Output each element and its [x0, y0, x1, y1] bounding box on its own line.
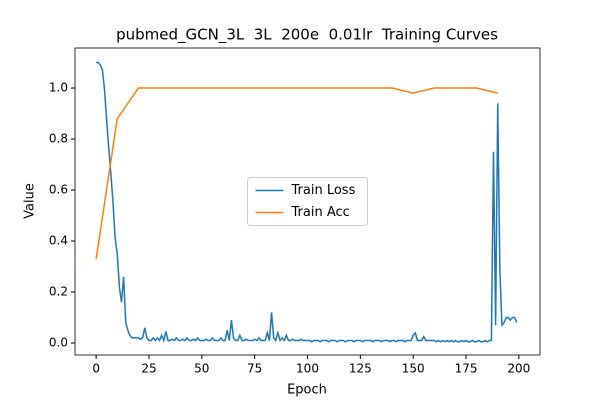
y-tick-label: 0.0	[49, 336, 68, 350]
y-tick-label: 0.6	[49, 183, 68, 197]
y-tick-label: 0.8	[49, 132, 68, 146]
legend-label: Train Acc	[291, 205, 350, 220]
axes-frame	[74, 47, 541, 356]
legend-label: Train Loss	[291, 183, 356, 198]
x-tick-label: 0	[92, 362, 100, 376]
x-tick-label: 150	[402, 362, 425, 376]
x-tick-label: 200	[507, 362, 530, 376]
x-tick-label: 75	[247, 362, 262, 376]
y-tick-label: 0.2	[49, 285, 68, 299]
legend-box	[247, 177, 368, 226]
chart-title: pubmed_GCN_3L 3L 200e 0.01lr Training Cu…	[116, 26, 498, 45]
x-tick-label: 125	[349, 362, 372, 376]
y-tick-label: 1.0	[49, 81, 68, 95]
line-series	[96, 61, 518, 343]
legend: Train Loss Train Acc	[247, 177, 368, 226]
x-tick-label: 25	[141, 362, 156, 376]
x-tick-label: 175	[455, 362, 478, 376]
y-tick-label: 0.4	[49, 234, 68, 248]
y-axis-label: Value	[23, 183, 38, 219]
line-series	[95, 87, 498, 259]
x-tick-label: 50	[194, 362, 209, 376]
x-tick-label: 100	[296, 362, 319, 376]
x-axis-label: Epoch	[287, 383, 327, 398]
